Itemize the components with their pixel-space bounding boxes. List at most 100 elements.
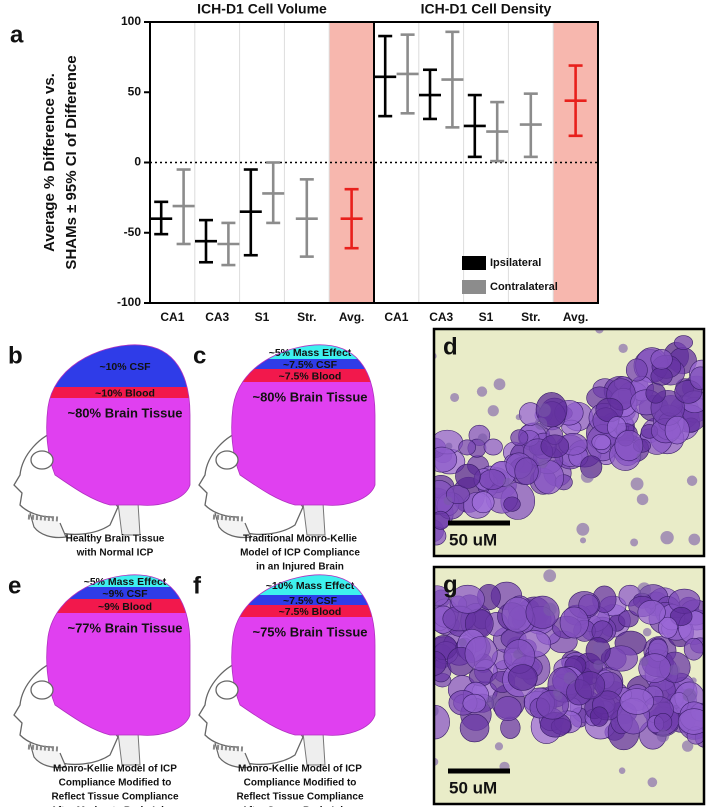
stray-cell [552,688,561,697]
eye-socket [30,450,54,470]
legend-label: Contralateral [490,281,558,293]
cell [458,439,476,456]
cell [664,415,690,445]
cell [559,606,589,639]
cell [677,708,705,735]
stray-cell [593,660,604,670]
stray-cell [576,522,590,536]
caption: with Normal ICP [76,548,154,559]
stray-cell [681,740,694,752]
head-outline [231,344,376,506]
legend-swatch [462,280,486,294]
stray-cell [637,582,651,596]
head-diagram: ~10% Mass Effect ~7.5% CSF~7.5% Blood ~75%… [193,572,376,807]
panel-letter: g [443,571,458,598]
x-tick-label: Avg. [563,310,589,324]
y-tick-label: 100 [121,14,141,28]
caption: Traditional Monro-Kellie [243,534,357,545]
tissue-layer [231,605,375,617]
stray-cell [476,386,488,397]
cell [503,496,521,512]
head-outline [46,574,191,736]
caption: After Moderate Brain Injury [51,806,180,807]
cell [650,349,673,370]
stray-cell [686,475,698,486]
cell [618,610,639,628]
stray-cell [592,641,606,655]
x-tick-label: S1 [479,310,494,324]
cell [462,693,486,713]
layer-label: ~10% CSF [99,361,151,373]
cell [455,463,481,489]
stray-cell [636,453,643,460]
tissue-layer [46,387,190,398]
stray-cell [502,477,513,488]
stray-cell [647,777,658,788]
cell [433,526,447,546]
stray-cell [477,433,488,443]
cell [590,706,609,727]
head-diagram: ~5% Mass Effect~7.5% CSF~7.5% Blood~80% … [193,342,376,573]
cell [658,616,678,639]
micrograph-border [432,327,706,558]
stray-cell [537,403,551,417]
cell [645,383,666,404]
stray-cell [580,469,595,483]
panel-letter: f [193,572,202,599]
caption: Reflect Tissue Compliance [236,792,364,803]
layer-label: ~80% Brain Tissue [67,405,182,420]
stray-cell [445,442,453,450]
tissue-layer [46,587,190,599]
micrograph-border [432,565,706,806]
stray-cell [618,767,626,774]
stray-cell [538,458,548,469]
stray-cell [534,417,548,430]
cell [619,688,655,715]
head-outline [231,574,376,736]
stray-cell [688,533,701,546]
stray-cell [642,627,652,637]
panel-letter: d [443,333,458,360]
x-tick-label: CA1 [384,310,408,324]
cell [433,446,458,473]
caption: Monro-Kellie Model of ICP [238,764,362,775]
cell [464,636,498,671]
layer-label: ~7.5% Blood [279,606,342,618]
scale-label: 50 uM [449,530,497,549]
x-tick-label: Str. [297,310,316,324]
cell [507,664,538,691]
cell [536,690,569,720]
cell [540,434,570,458]
teeth [212,744,244,752]
y-tick-label: -50 [124,225,142,239]
layer-label: ~10% Blood [95,387,155,399]
caption: Model of ICP Compliance [240,548,360,559]
eye-socket [215,680,239,700]
stray-cell [458,638,467,647]
stray-cell [450,392,460,402]
layer-label: ~7.5% Blood [279,370,342,382]
stray-cell [493,378,506,391]
tissue-layer [231,382,375,506]
layer-label: ~80% Brain Tissue [252,389,367,404]
cell [514,457,539,486]
cell [478,469,506,490]
tissue-layer [46,613,190,736]
stray-cell [443,496,453,506]
spine [302,732,326,766]
skull-jaw [214,742,252,769]
caption: Compliance Modified to [59,778,172,789]
stray-cell [487,405,499,417]
stray-cell [618,343,628,353]
cell [683,637,704,661]
group-title: ICH-D1 Cell Density [421,1,552,17]
cell [471,491,495,514]
cells [433,328,705,547]
caption: in an Injured Brain [256,562,344,573]
stray-cell [513,649,523,660]
spine [117,732,141,766]
x-tick-label: CA3 [205,310,229,324]
spine [117,502,141,536]
panel-letter: c [193,342,206,369]
skull-jaw [29,742,67,769]
